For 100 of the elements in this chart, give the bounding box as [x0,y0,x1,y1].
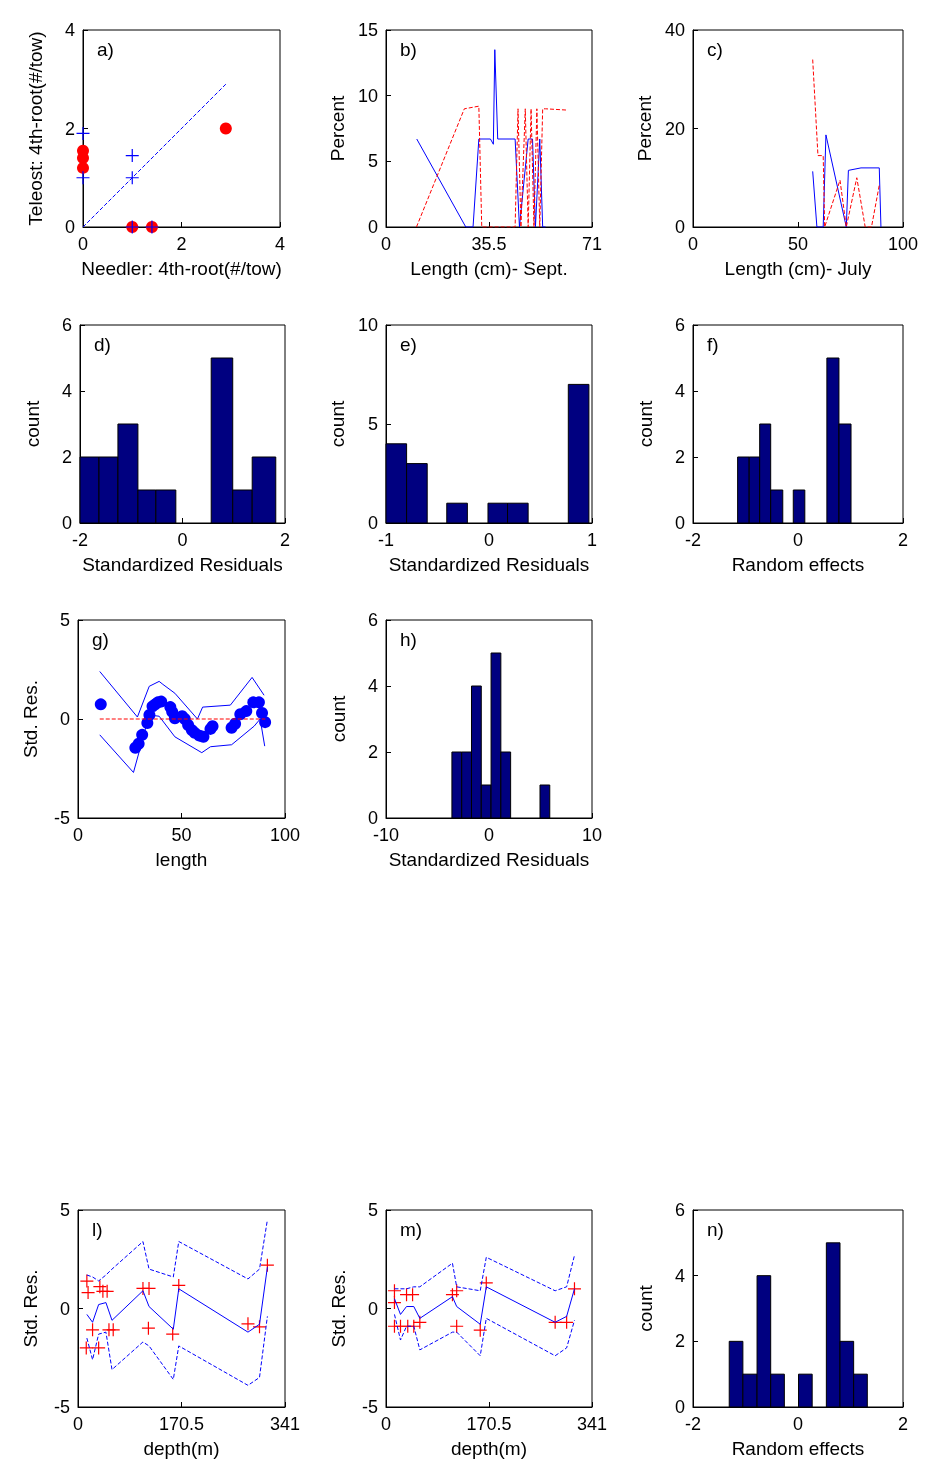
y-tick-label: 10 [357,315,378,335]
y-tick-label: 20 [664,118,685,139]
x-axis-title: depth(m) [143,1438,220,1459]
x-tick-label: 0 [792,530,804,550]
y-tick-label: 0 [64,217,75,237]
y-tick-label: 10 [357,85,378,106]
y-tick-label: 40 [664,20,685,40]
x-tick-label: 341 [269,1414,301,1434]
y-tick-label: 4 [674,1265,685,1286]
x-tick-label: 4 [274,234,286,254]
y-axis-title: Std. Res. [328,1269,349,1348]
annotation: f) [707,334,719,355]
y-tick-label: 0 [674,217,685,237]
y-tick-label: 0 [59,1298,70,1319]
annotation: c) [707,39,723,60]
y-tick-label: 4 [61,381,72,401]
x-tick-label: 35.5 [471,234,507,254]
y-tick-label: 0 [61,513,72,533]
y-tick-label: 6 [61,315,72,335]
x-axis-title: Length (cm)- July [724,258,872,279]
x-tick-label: 0 [483,530,495,550]
y-tick-label: 5 [59,610,70,630]
x-axis-title: Length (cm)- Sept. [410,258,568,279]
annotation: e) [400,334,417,355]
y-tick-label: -5 [53,808,70,828]
y-tick-label: 0 [367,513,378,533]
x-tick-label: 2 [279,530,291,550]
y-axis-title: count [327,400,349,448]
y-tick-label: 2 [367,742,378,762]
y-axis-title: count [328,695,349,743]
x-axis-title: Random effects [731,1438,865,1459]
annotation: b) [400,39,417,60]
y-tick-label: 5 [367,1200,378,1220]
annotation: h) [400,629,417,650]
annotation: a) [97,39,114,60]
x-tick-label: 341 [576,1414,608,1434]
y-tick-label: 15 [357,20,378,40]
annotation: d) [94,334,111,355]
x-tick-label: 0 [380,234,392,254]
x-axis-title: length [155,849,208,870]
x-tick-label: 1 [586,530,598,550]
x-tick-label: 0 [483,825,495,845]
y-tick-label: 4 [64,20,75,40]
y-tick-label: 0 [367,1298,378,1319]
y-axis-title: Percent [634,95,656,162]
x-axis-title: Standardized Residuals [388,849,590,870]
x-tick-label: 2 [897,530,909,550]
x-tick-label: -1 [377,530,395,550]
x-axis-title: Standardized Residuals [388,554,590,575]
y-tick-label: 0 [367,808,378,828]
annotation: l) [92,1219,103,1240]
y-tick-label: -5 [361,1397,378,1417]
x-tick-label: -2 [684,1414,702,1434]
y-axis-title: Std. Res. [20,679,41,759]
x-tick-label: 2 [897,1414,909,1434]
x-axis-title: depth(m) [450,1438,528,1459]
y-axis-title: Teleost: 4th-root(#/tow) [25,31,46,226]
x-tick-label: -2 [684,530,702,550]
x-tick-label: -2 [71,530,89,550]
y-tick-label: 0 [367,217,378,237]
x-tick-label: 0 [380,1414,392,1434]
y-tick-label: 0 [59,709,70,729]
y-tick-label: 5 [59,1200,70,1220]
x-tick-label: 100 [887,234,919,254]
y-axis-title: Std. Res. [20,1269,41,1348]
y-tick-label: 2 [64,118,75,139]
annotation: g) [92,629,109,650]
x-tick-label: 50 [171,825,192,845]
y-axis-title: count [635,1284,656,1332]
y-tick-label: 4 [674,381,685,401]
y-axis-title: count [635,400,656,448]
x-tick-label: 100 [269,825,301,845]
x-tick-label: 10 [581,825,603,845]
x-tick-label: -10 [372,825,400,845]
x-tick-label: 0 [77,234,89,254]
x-tick-label: 0 [687,234,699,254]
x-tick-label: 170.5 [158,1414,205,1434]
x-axis-title: Needler: 4th-root(#/tow) [81,258,282,279]
x-tick-label: 71 [581,234,603,254]
y-tick-label: 0 [674,1397,685,1417]
y-tick-label: 0 [674,513,685,533]
x-tick-label: 0 [177,530,188,550]
y-tick-label: 6 [674,1200,685,1220]
y-tick-label: 5 [367,414,378,434]
x-tick-label: 50 [787,234,809,254]
x-axis-title: Standardized Residuals [82,554,283,575]
y-tick-label: 2 [674,1331,685,1352]
annotation: n) [707,1219,724,1240]
annotation: m) [400,1219,423,1240]
y-tick-label: 2 [674,447,685,467]
y-tick-label: 6 [674,315,685,335]
y-axis-title: count [22,400,43,448]
x-axis-title: Random effects [731,554,865,575]
y-tick-label: 5 [367,151,378,172]
y-tick-label: 2 [61,447,72,467]
x-tick-label: 0 [792,1414,804,1434]
y-tick-label: -5 [53,1397,70,1417]
x-tick-label: 2 [176,234,187,254]
y-tick-label: 6 [367,610,378,630]
x-tick-label: 170.5 [466,1414,512,1434]
